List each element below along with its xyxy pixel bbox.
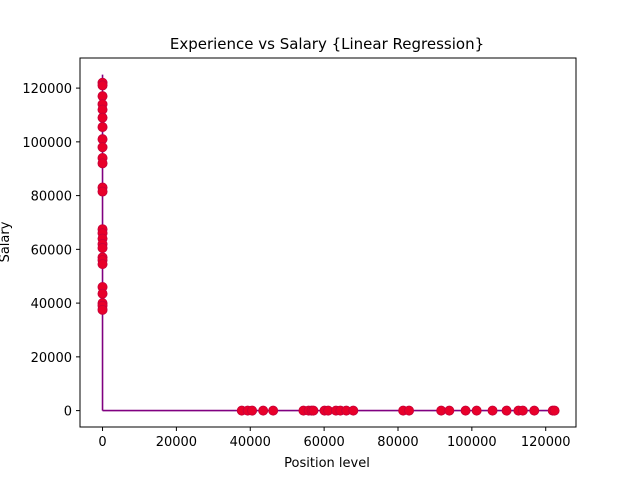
data-point xyxy=(97,158,108,169)
chart-title: Experience vs Salary {Linear Regression} xyxy=(170,35,484,53)
x-tick-label: 40000 xyxy=(230,435,271,450)
data-point xyxy=(97,243,108,254)
data-point xyxy=(97,304,108,315)
x-tick-label: 20000 xyxy=(156,435,197,450)
data-point xyxy=(404,405,415,416)
data-point xyxy=(268,405,279,416)
x-axis-ticks: 0 20000 40000 60000 80000 100000 120000 xyxy=(98,427,571,450)
y-tick-label: 120000 xyxy=(22,82,72,97)
x-axis-label: Position level xyxy=(284,456,370,471)
data-point xyxy=(348,405,359,416)
data-point xyxy=(444,405,455,416)
x-tick-label: 100000 xyxy=(447,435,497,450)
data-point xyxy=(97,80,108,91)
y-tick-label: 40000 xyxy=(31,297,72,312)
data-point xyxy=(97,186,108,197)
y-tick-label: 80000 xyxy=(31,190,72,205)
data-point xyxy=(487,405,498,416)
data-point xyxy=(308,405,319,416)
y-axis-label: Salary xyxy=(0,221,13,262)
data-point xyxy=(460,405,471,416)
plot-frame xyxy=(79,57,577,428)
data-point xyxy=(529,405,540,416)
x-tick-label: 60000 xyxy=(303,435,344,450)
y-axis-ticks: 0 20000 40000 60000 80000 100000 120000 xyxy=(22,82,80,420)
data-points xyxy=(97,77,560,416)
y-tick-label: 60000 xyxy=(31,243,72,258)
data-point xyxy=(97,142,108,153)
data-point xyxy=(97,259,108,270)
y-tick-label: 20000 xyxy=(31,351,72,366)
y-tick-label: 0 xyxy=(64,405,72,420)
data-point xyxy=(517,405,528,416)
plot-area xyxy=(79,57,577,428)
x-tick-label: 0 xyxy=(98,435,106,450)
data-point xyxy=(97,112,108,123)
x-tick-label: 120000 xyxy=(521,435,571,450)
data-point xyxy=(549,405,560,416)
data-point xyxy=(97,288,108,299)
data-point xyxy=(258,405,269,416)
data-point xyxy=(471,405,482,416)
data-point xyxy=(501,405,512,416)
data-point xyxy=(97,122,108,133)
x-tick-label: 80000 xyxy=(377,435,418,450)
y-tick-label: 100000 xyxy=(22,136,72,151)
data-point xyxy=(247,405,258,416)
